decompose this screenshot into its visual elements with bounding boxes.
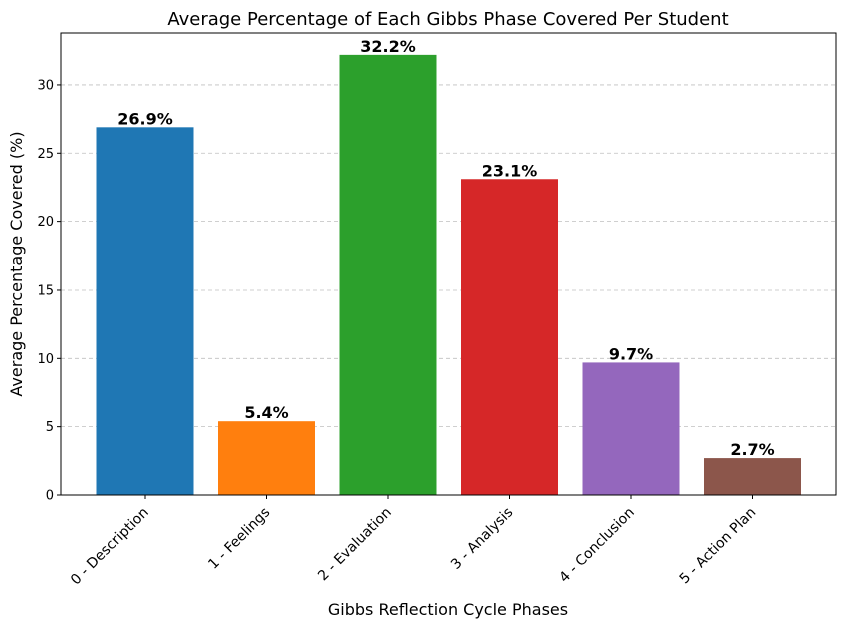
y-tick-label: 5 (46, 420, 54, 435)
y-tick-label: 25 (37, 147, 54, 162)
y-tick-label: 30 (37, 78, 54, 93)
x-tick-label: 0 - Description (68, 505, 152, 589)
y-tick-label: 20 (37, 215, 54, 230)
bars (96, 54, 801, 496)
plot-frame (60, 32, 837, 496)
x-tick-label: 4 - Conclusion (556, 505, 637, 586)
x-tick-label: 1 - Feelings (205, 505, 273, 573)
bar (582, 362, 680, 495)
data-label: 23.1% (482, 161, 538, 180)
x-tick-label: 2 - Evaluation (315, 505, 395, 585)
bar (218, 421, 315, 495)
bar (96, 127, 194, 496)
y-tick-label: 15 (37, 283, 54, 298)
bar (704, 458, 801, 495)
data-label: 26.9% (117, 109, 173, 128)
y-axis-label: Average Percentage Covered (%) (7, 131, 26, 396)
x-tick-label: 5 - Action Plan (677, 505, 760, 588)
x-tick-label: 3 - Analysis (448, 505, 516, 573)
chart-title: Average Percentage of Each Gibbs Phase C… (167, 9, 728, 30)
x-axis-label: Gibbs Reflection Cycle Phases (328, 600, 568, 619)
y-tick-label: 10 (37, 352, 54, 367)
data-labels: 26.9% 5.4% 32.2% 23.1% 9.7% 2.7% (117, 37, 774, 459)
y-tick-label: 0 (46, 489, 54, 504)
x-axis-ticks: 0 - Description 1 - Feelings 2 - Evaluatio… (68, 495, 759, 588)
data-label: 2.7% (730, 440, 774, 459)
data-label: 32.2% (360, 37, 416, 56)
data-label: 9.7% (609, 344, 653, 363)
y-axis-ticks: 0 5 10 15 20 25 30 (37, 78, 61, 504)
bar (339, 54, 437, 496)
bar (461, 179, 558, 495)
data-label: 5.4% (244, 403, 288, 422)
